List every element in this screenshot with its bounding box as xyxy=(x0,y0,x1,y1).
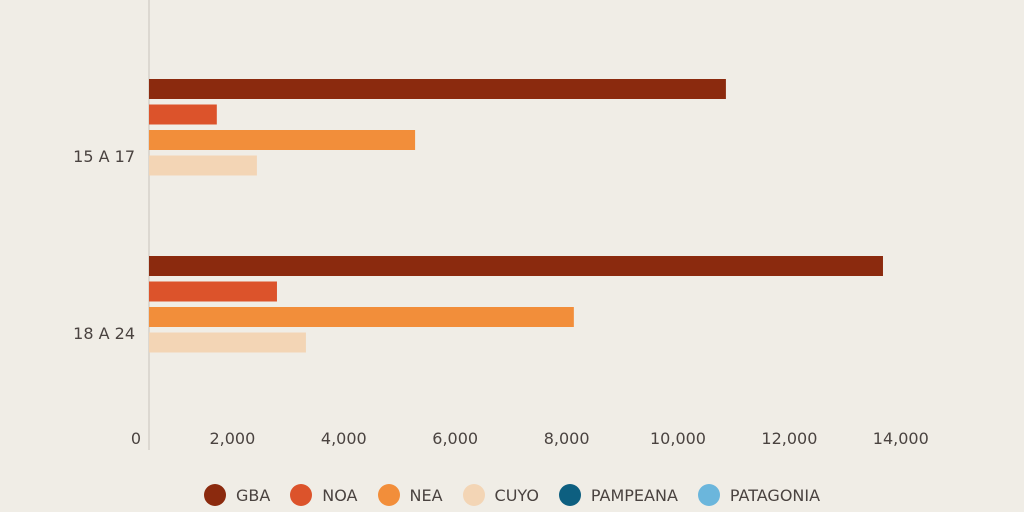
bar-nea-15-a-17 xyxy=(149,130,416,150)
legend-item-noa[interactable]: NOA xyxy=(290,484,358,506)
x-tick-label: 8,000 xyxy=(544,429,590,448)
category-label: 18 A 24 xyxy=(73,324,135,343)
x-tick-label: 0 xyxy=(131,429,141,448)
legend-swatch xyxy=(377,484,400,506)
legend-swatch xyxy=(558,484,581,506)
legend-item-nea[interactable]: NEA xyxy=(377,484,443,506)
legend-item-cuyo[interactable]: CUYO xyxy=(462,484,539,506)
legend-label: NEA xyxy=(409,485,443,505)
legend-label: PATAGONIA xyxy=(729,485,821,505)
bar-cuyo-15-a-17 xyxy=(149,155,257,176)
legend-item-pampeana[interactable]: PAMPEANA xyxy=(558,484,678,506)
x-tick-label: 6,000 xyxy=(432,429,478,448)
bar-chart: 0 2,000 4,000 6,000 8,000 10,000 12,000 14,000 1… xyxy=(73,0,929,450)
legend: GBA NOA NEA CUYO PAMPEANA PATAGONIA xyxy=(0,484,1024,506)
x-tick-label: 14,000 xyxy=(873,429,929,448)
x-tick-label: 4,000 xyxy=(321,429,367,448)
legend-label: NOA xyxy=(322,485,358,505)
bar-gba-15-a-17 xyxy=(149,79,726,99)
bar-cuyo-18-a-24 xyxy=(149,332,306,353)
legend-label: CUYO xyxy=(494,485,539,505)
bar-nea-18-a-24 xyxy=(149,307,574,327)
legend-swatch xyxy=(462,484,485,506)
x-tick-label: 2,000 xyxy=(209,429,255,448)
x-tick-label: 12,000 xyxy=(761,429,817,448)
legend-item-patagonia[interactable]: PATAGONIA xyxy=(697,484,821,506)
bar-noa-18-a-24 xyxy=(149,281,277,302)
x-tick-label: 10,000 xyxy=(650,429,706,448)
legend-label: GBA xyxy=(235,485,271,505)
category-label: 15 A 17 xyxy=(73,147,135,166)
bar-gba-18-a-24 xyxy=(149,256,883,276)
legend-swatch xyxy=(203,484,226,506)
legend-swatch xyxy=(290,484,313,506)
legend-label: PAMPEANA xyxy=(590,485,678,505)
legend-item-gba[interactable]: GBA xyxy=(203,484,271,506)
legend-swatch xyxy=(697,484,720,506)
bar-noa-15-a-17 xyxy=(149,104,217,125)
